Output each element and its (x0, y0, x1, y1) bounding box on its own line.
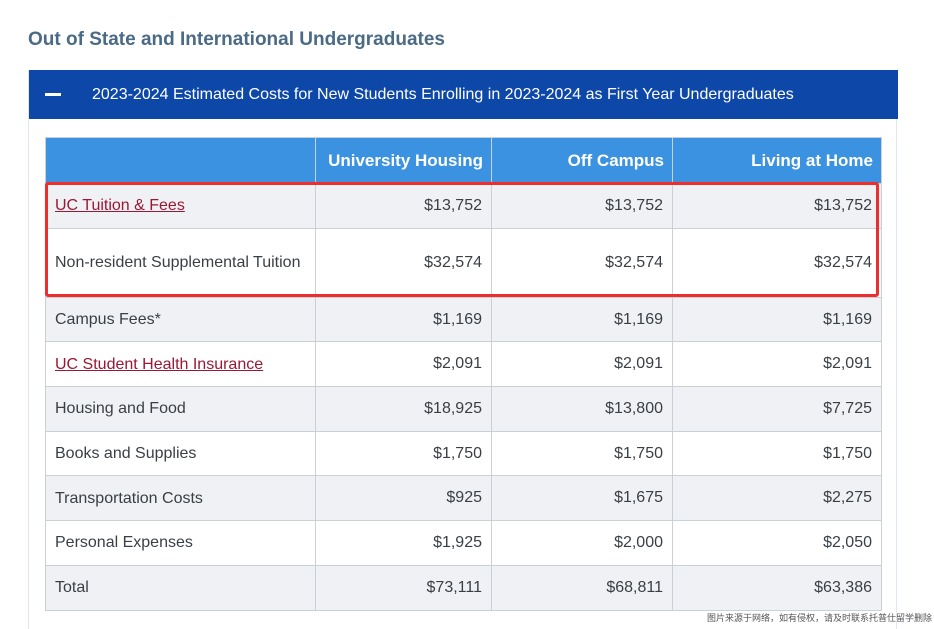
section-heading: Out of State and International Undergrad… (28, 29, 445, 50)
table-row: Non-resident Supplemental Tuition $32,57… (45, 227, 882, 298)
cell-value: $1,750 (672, 430, 882, 477)
cell-value: $32,574 (672, 227, 882, 298)
cell-value: $13,752 (672, 183, 882, 229)
cell-value: $2,091 (491, 341, 673, 388)
cell-value: $73,111 (315, 564, 492, 611)
row-label: UC Student Health Insurance (45, 341, 316, 388)
cell-value: $1,169 (672, 296, 882, 343)
cell-value: $1,675 (491, 475, 673, 522)
cell-value: $32,574 (491, 227, 673, 298)
column-header-university-housing: University Housing (315, 137, 492, 184)
cell-value: $13,752 (491, 183, 673, 229)
cell-value: $1,169 (315, 296, 492, 343)
table-row-total: Total $73,111 $68,811 $63,386 (45, 564, 882, 611)
cell-value: $63,386 (672, 564, 882, 611)
watermark-text: 图片来源于网络，如有侵权，请及时联系托普仕留学删除 (706, 613, 932, 623)
table-row: UC Tuition & Fees $13,752 $13,752 $13,75… (45, 183, 882, 229)
cell-value: $18,925 (315, 386, 492, 432)
column-header-empty (45, 137, 316, 184)
cell-value: $13,800 (491, 386, 673, 432)
cell-value: $1,169 (491, 296, 673, 343)
row-label: Total (45, 564, 316, 611)
table-row: UC Student Health Insurance $2,091 $2,09… (45, 341, 882, 388)
cell-value: $2,050 (672, 520, 882, 566)
cell-value: $2,275 (672, 475, 882, 522)
cell-value: $68,811 (491, 564, 673, 611)
cost-table: University Housing Off Campus Living at … (45, 137, 882, 611)
minus-icon[interactable] (45, 93, 61, 96)
panel-header-toggle[interactable]: 2023-2024 Estimated Costs for New Studen… (29, 70, 898, 119)
uc-tuition-fees-link[interactable]: UC Tuition & Fees (55, 197, 185, 215)
cell-value: $1,750 (491, 430, 673, 477)
cell-value: $925 (315, 475, 492, 522)
panel-title: 2023-2024 Estimated Costs for New Studen… (92, 85, 794, 103)
cell-value: $1,750 (315, 430, 492, 477)
row-label: Personal Expenses (45, 520, 316, 566)
table-row: Personal Expenses $1,925 $2,000 $2,050 (45, 520, 882, 566)
table-header-row: University Housing Off Campus Living at … (45, 137, 882, 184)
table-row: Transportation Costs $925 $1,675 $2,275 (45, 475, 882, 522)
table-row: Campus Fees* $1,169 $1,169 $1,169 (45, 296, 882, 343)
column-header-off-campus: Off Campus (491, 137, 673, 184)
row-label: Campus Fees* (45, 296, 316, 343)
cell-value: $32,574 (315, 227, 492, 298)
cell-value: $13,752 (315, 183, 492, 229)
column-header-living-at-home: Living at Home (672, 137, 882, 184)
row-label: UC Tuition & Fees (45, 183, 316, 229)
row-label: Transportation Costs (45, 475, 316, 522)
cell-value: $7,725 (672, 386, 882, 432)
table-row: Books and Supplies $1,750 $1,750 $1,750 (45, 430, 882, 477)
table-row: Housing and Food $18,925 $13,800 $7,725 (45, 386, 882, 432)
row-label: Non-resident Supplemental Tuition (45, 227, 316, 298)
cost-panel: 2023-2024 Estimated Costs for New Studen… (28, 70, 898, 629)
row-label: Housing and Food (45, 386, 316, 432)
cell-value: $2,091 (315, 341, 492, 388)
cell-value: $2,091 (672, 341, 882, 388)
cell-value: $1,925 (315, 520, 492, 566)
row-label: Books and Supplies (45, 430, 316, 477)
cell-value: $2,000 (491, 520, 673, 566)
uc-student-health-insurance-link[interactable]: UC Student Health Insurance (55, 355, 264, 373)
